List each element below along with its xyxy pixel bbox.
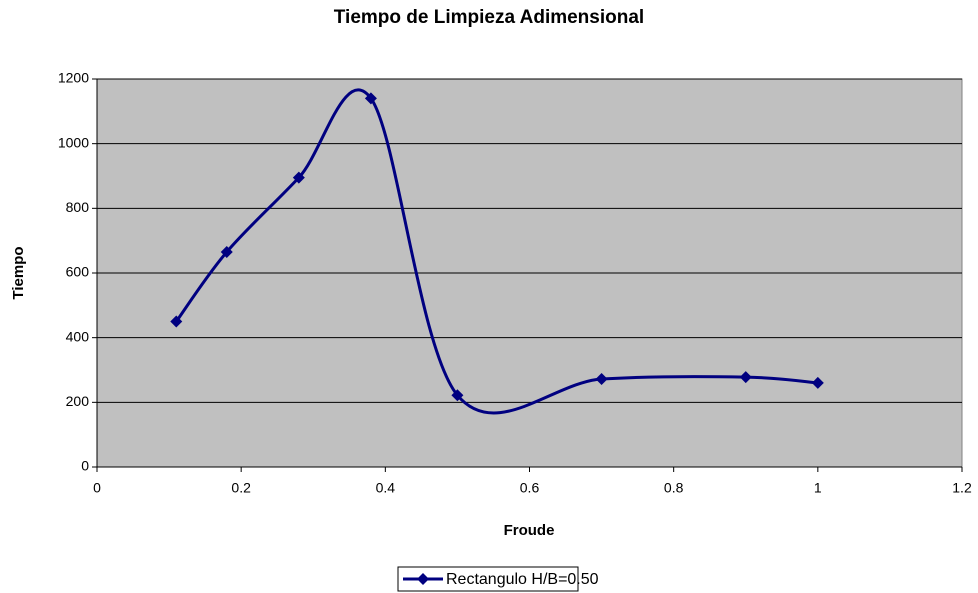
- marker: [170, 315, 183, 328]
- legend-marker: [417, 573, 429, 585]
- y-tick-label: 200: [66, 393, 90, 409]
- x-tick-label: 0.8: [664, 480, 684, 496]
- series-line: [175, 88, 818, 415]
- x-tick-label: 0.6: [520, 480, 540, 496]
- chart-title: Tiempo de Limpieza Adimensional: [334, 7, 644, 28]
- marker: [811, 376, 824, 389]
- x-tick-label: 0: [93, 480, 101, 496]
- x-tick-label: 0.4: [376, 480, 396, 496]
- marker: [220, 245, 233, 258]
- x-tick-label: 1.2: [952, 480, 972, 496]
- y-tick-label: 1200: [58, 70, 89, 86]
- y-axis-label: Tiempo: [10, 246, 27, 299]
- y-tick-label: 0: [81, 458, 89, 474]
- y-tick-label: 800: [66, 199, 90, 215]
- y-tick-label: 400: [66, 328, 90, 344]
- x-tick-label: 0.2: [231, 480, 251, 496]
- y-tick-label: 1000: [58, 134, 89, 150]
- marker: [364, 92, 377, 105]
- marker: [595, 373, 608, 386]
- y-tick-label: 600: [66, 264, 90, 280]
- legend-label: Rectangulo H/B=0.50: [446, 571, 599, 588]
- marker: [739, 371, 752, 384]
- marker: [451, 389, 464, 402]
- marker: [292, 171, 305, 184]
- x-axis-label: Froude: [504, 522, 555, 539]
- x-tick-label: 1: [814, 480, 822, 496]
